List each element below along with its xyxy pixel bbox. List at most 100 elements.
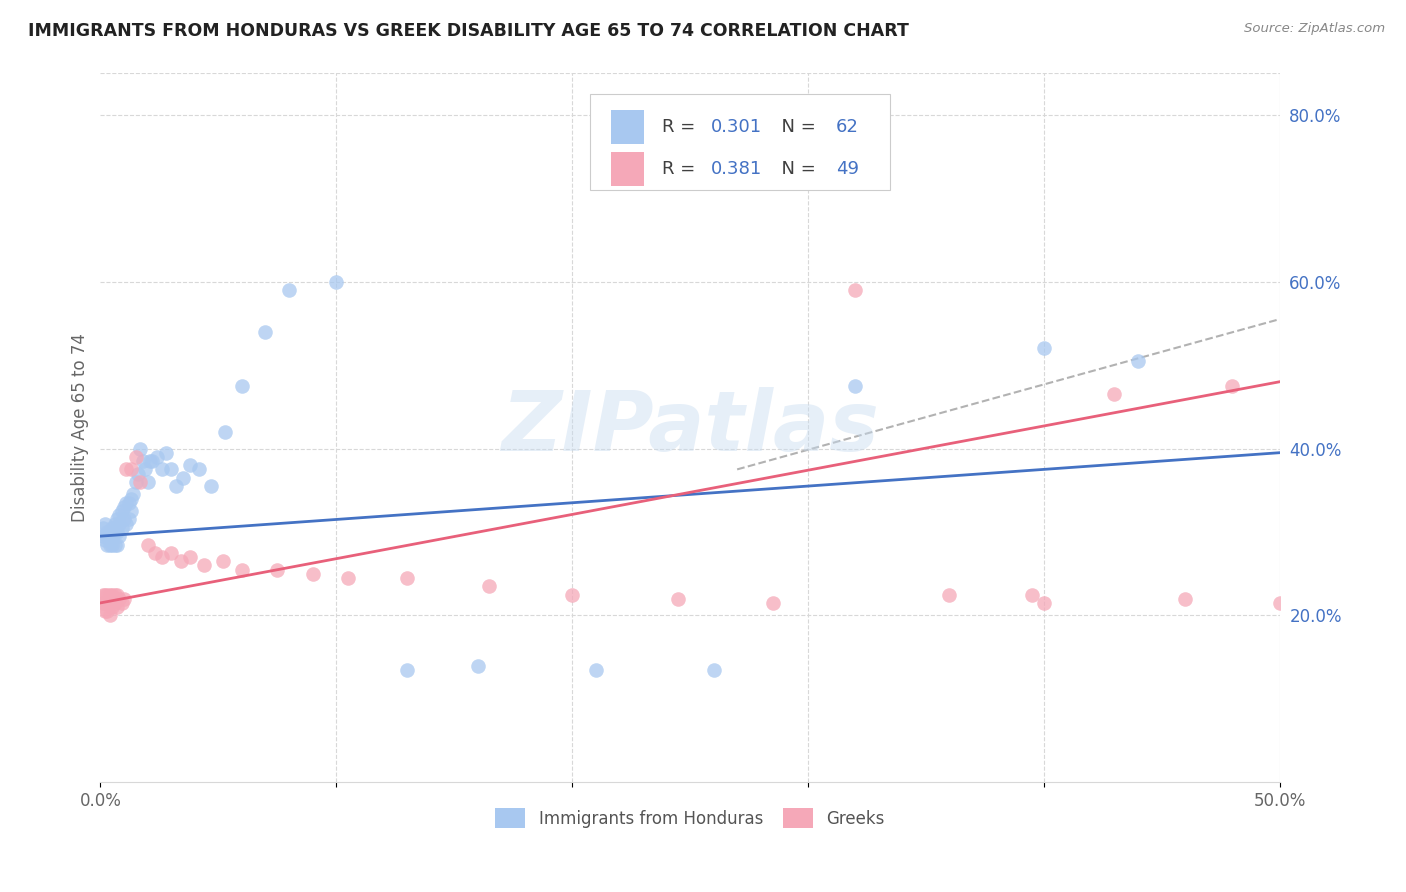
Point	[666, 591, 689, 606]
Point	[266, 562, 288, 576]
Point	[1174, 591, 1197, 606]
Text: 62: 62	[837, 118, 859, 136]
Point	[101, 588, 124, 602]
Point	[143, 546, 166, 560]
Point	[103, 588, 125, 602]
Point	[112, 500, 135, 514]
Point	[105, 537, 128, 551]
Point	[125, 450, 148, 464]
Point	[127, 467, 149, 481]
Point	[98, 596, 121, 610]
Point	[105, 600, 128, 615]
Point	[103, 537, 125, 551]
Point	[150, 462, 173, 476]
Point	[91, 588, 114, 602]
Point	[105, 524, 128, 539]
Point	[1268, 596, 1291, 610]
Text: N =: N =	[770, 161, 821, 178]
Point	[325, 275, 347, 289]
Text: ZIPatlas: ZIPatlas	[501, 387, 879, 468]
Point	[98, 588, 121, 602]
Point	[172, 471, 194, 485]
Point	[108, 508, 131, 523]
Point	[112, 512, 135, 526]
Point	[120, 491, 142, 506]
Point	[702, 663, 724, 677]
Point	[118, 496, 141, 510]
Point	[1032, 596, 1054, 610]
Text: 0.301: 0.301	[711, 118, 762, 136]
Point	[254, 325, 277, 339]
Point	[188, 462, 211, 476]
Y-axis label: Disability Age 65 to 74: Disability Age 65 to 74	[72, 334, 89, 522]
Point	[103, 524, 125, 539]
Point	[200, 479, 222, 493]
Point	[212, 554, 235, 568]
Point	[94, 533, 117, 548]
Point	[115, 462, 138, 476]
Point	[561, 588, 583, 602]
Point	[179, 458, 201, 473]
Point	[108, 591, 131, 606]
Point	[91, 529, 114, 543]
Text: 0.381: 0.381	[711, 161, 762, 178]
Point	[165, 479, 187, 493]
Point	[120, 504, 142, 518]
Point	[103, 596, 125, 610]
Point	[96, 537, 118, 551]
Point	[278, 283, 301, 297]
Point	[110, 596, 132, 610]
FancyBboxPatch shape	[612, 153, 644, 186]
Point	[98, 608, 121, 623]
Point	[478, 579, 501, 593]
Point	[115, 496, 138, 510]
Point	[94, 588, 117, 602]
Point	[155, 446, 177, 460]
Point	[94, 604, 117, 618]
Point	[761, 596, 783, 610]
Point	[94, 516, 117, 531]
Point	[94, 596, 117, 610]
Point	[134, 462, 156, 476]
Point	[110, 504, 132, 518]
Point	[96, 596, 118, 610]
Point	[231, 562, 253, 576]
Point	[105, 512, 128, 526]
Point	[938, 588, 960, 602]
Text: N =: N =	[770, 118, 821, 136]
Text: R =: R =	[662, 118, 700, 136]
Point	[96, 524, 118, 539]
Point	[231, 379, 253, 393]
Point	[91, 521, 114, 535]
Point	[98, 533, 121, 548]
Point	[395, 663, 418, 677]
Point	[125, 475, 148, 489]
Point	[129, 475, 152, 489]
Point	[115, 516, 138, 531]
Point	[844, 379, 866, 393]
Point	[108, 516, 131, 531]
Point	[1104, 387, 1126, 401]
Point	[108, 529, 131, 543]
Point	[1126, 354, 1149, 368]
Legend: Immigrants from Honduras, Greeks: Immigrants from Honduras, Greeks	[488, 802, 891, 834]
Text: IMMIGRANTS FROM HONDURAS VS GREEK DISABILITY AGE 65 TO 74 CORRELATION CHART: IMMIGRANTS FROM HONDURAS VS GREEK DISABI…	[28, 22, 910, 40]
Point	[98, 537, 121, 551]
Point	[1032, 342, 1054, 356]
Point	[146, 450, 169, 464]
Point	[103, 516, 125, 531]
Point	[160, 546, 183, 560]
Point	[136, 537, 159, 551]
Point	[139, 454, 162, 468]
Point	[96, 604, 118, 618]
Point	[91, 596, 114, 610]
Point	[101, 537, 124, 551]
Point	[160, 462, 183, 476]
Point	[96, 588, 118, 602]
Point	[585, 663, 607, 677]
Point	[844, 283, 866, 297]
Text: Source: ZipAtlas.com: Source: ZipAtlas.com	[1244, 22, 1385, 36]
Point	[122, 487, 145, 501]
Point	[150, 549, 173, 564]
Text: 49: 49	[837, 161, 859, 178]
